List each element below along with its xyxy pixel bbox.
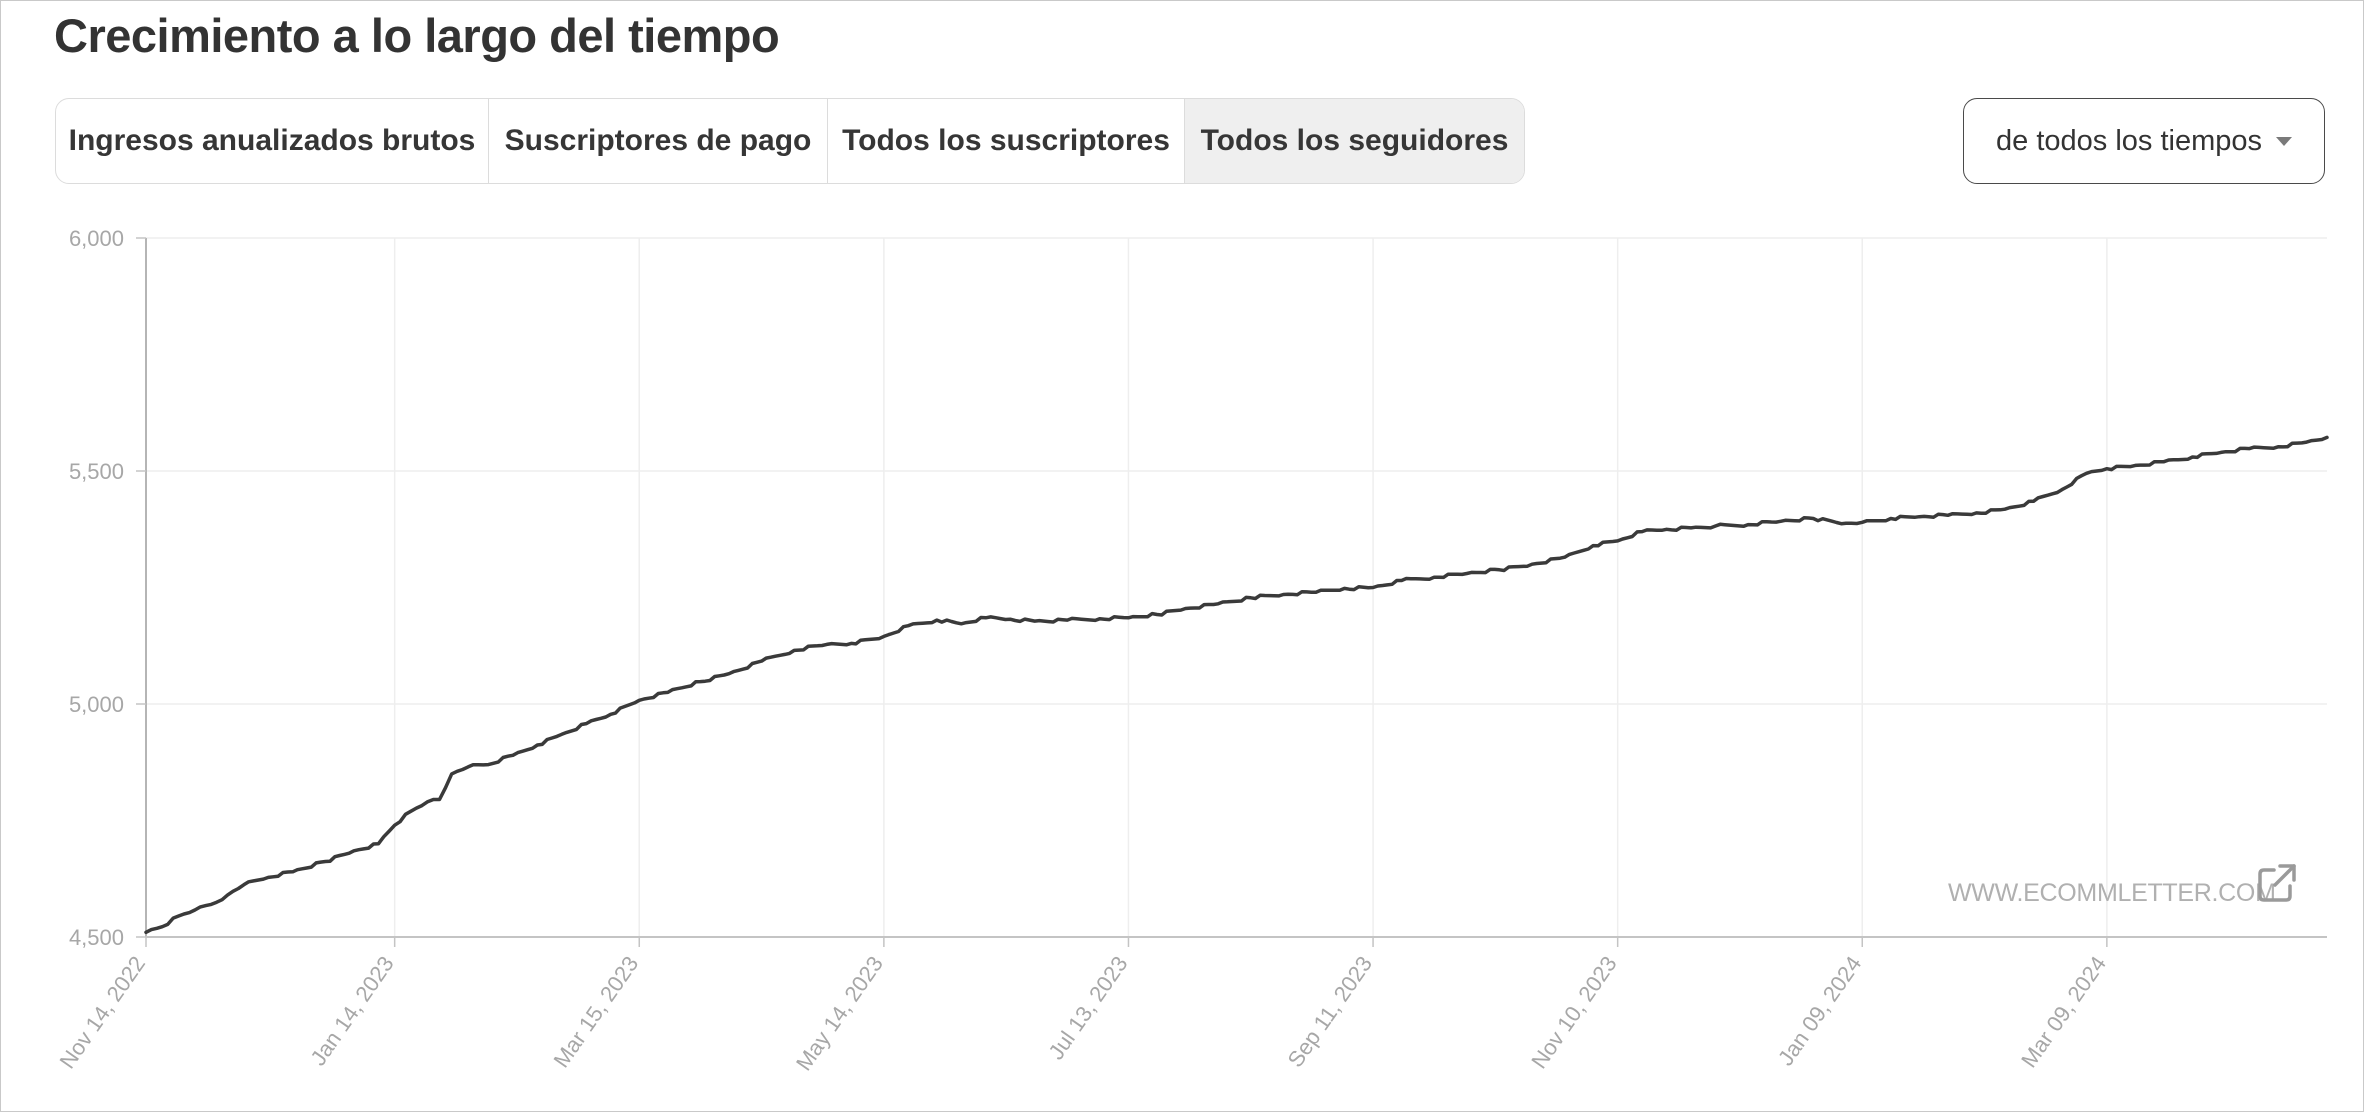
watermark[interactable]: WWW.ECOMMLETTER.COM: [1948, 864, 2296, 907]
time-range-select[interactable]: de todos los tiempos: [1963, 98, 2325, 184]
series-line: [144, 435, 2329, 935]
x-tick-label: May 14, 2023: [791, 952, 888, 1076]
y-tick-label: 4,500: [69, 925, 124, 950]
page-title: Crecimiento a lo largo del tiempo: [54, 9, 780, 62]
tab-todos-los-suscriptores[interactable]: Todos los suscriptores: [828, 99, 1185, 183]
watermark-text: WWW.ECOMMLETTER.COM: [1948, 879, 2276, 907]
external-link-icon[interactable]: [2258, 864, 2296, 902]
y-tick-label: 5,000: [69, 692, 124, 717]
y-axis-ticks: 4,500 5,000 5,500 6,000: [69, 226, 124, 950]
x-tick-label: Sep 11, 2023: [1283, 952, 1378, 1072]
x-tick-label: Nov 14, 2022: [55, 952, 151, 1074]
chart-grid: [145, 237, 2327, 938]
tab-todos-los-seguidores[interactable]: Todos los seguidores: [1185, 99, 1524, 183]
x-tick-label: Jan 14, 2023: [305, 952, 398, 1071]
y-tick-label: 6,000: [69, 226, 124, 251]
y-tick-label: 5,500: [69, 459, 124, 484]
tab-ingresos-anualizados-brutos[interactable]: Ingresos anualizados brutos: [56, 99, 489, 183]
x-axis-ticks: Nov 14, 2022 Jan 14, 2023 Mar 15, 2023 May …: [55, 952, 2111, 1076]
x-tick-label: Nov 10, 2023: [1526, 952, 1622, 1074]
x-tick-label: Mar 15, 2023: [549, 952, 644, 1073]
chart-axes: [136, 237, 2327, 947]
caret-down-icon: [2276, 137, 2292, 146]
time-range-value: de todos los tiempos: [1996, 124, 2262, 157]
metric-tabs: Ingresos anualizados brutos Suscriptores…: [55, 98, 1525, 184]
tab-suscriptores-de-pago[interactable]: Suscriptores de pago: [489, 99, 828, 183]
x-tick-label: Jan 09, 2024: [1773, 952, 1866, 1071]
x-tick-label: Jul 13, 2023: [1043, 952, 1132, 1065]
x-tick-label: Mar 09, 2024: [2016, 952, 2111, 1073]
